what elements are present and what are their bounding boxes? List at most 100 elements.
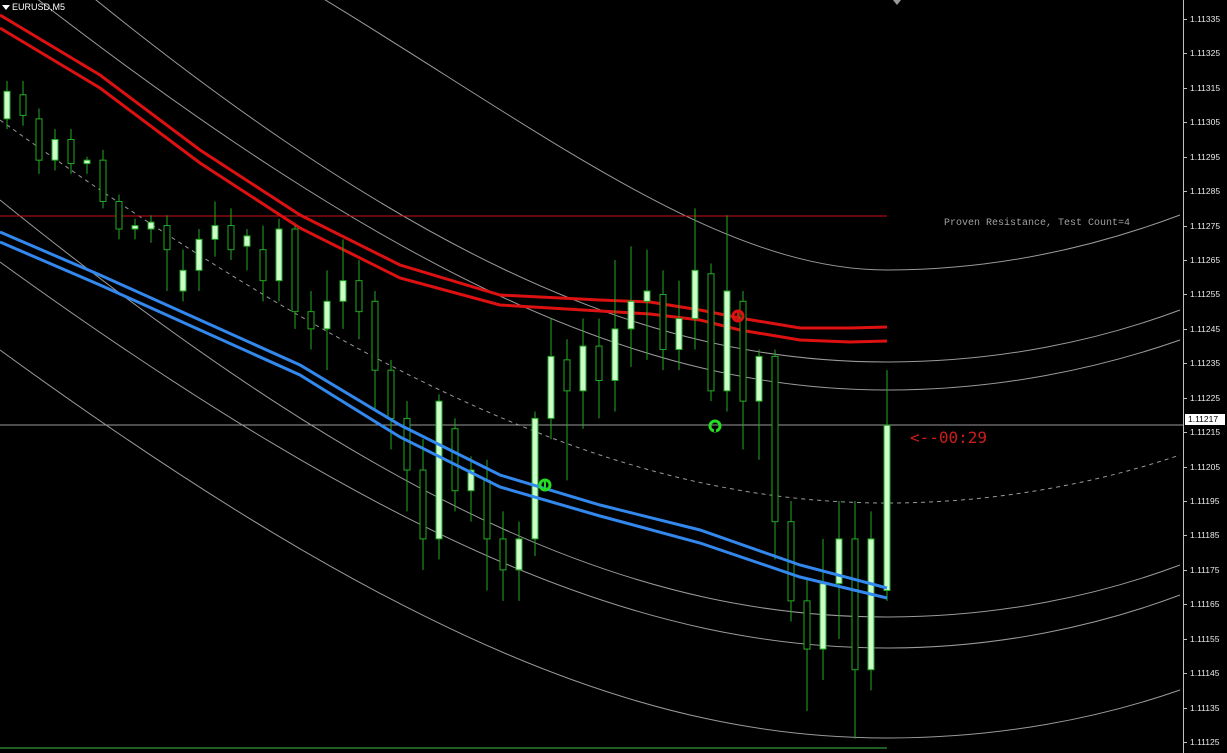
candle (35, 108, 43, 174)
candle (163, 215, 171, 291)
price-tick: 1.11195 (1184, 496, 1227, 506)
candle (291, 225, 299, 329)
channel-line-lower-3 (0, 349, 1181, 739)
candle (547, 318, 555, 440)
candle (627, 246, 635, 367)
candle-body-bull (883, 424, 891, 592)
candle (675, 280, 683, 371)
candle (563, 339, 571, 481)
price-tick-label: 1.11235 (1190, 358, 1221, 369)
candle (851, 501, 859, 739)
chart-shift-marker-icon[interactable] (893, 0, 901, 5)
resistance-zone-label: Proven Resistance, Test Count=4 (944, 218, 1131, 229)
dropdown-triangle-icon[interactable] (2, 4, 10, 10)
candle (803, 580, 811, 712)
candle-body-bear (451, 428, 459, 492)
candle-body-bear (403, 417, 411, 471)
candle (659, 270, 667, 371)
candle (643, 249, 651, 360)
blue-moving-average-band (0, 230, 888, 600)
candle (819, 538, 827, 681)
price-tick-label: 1.11195 (1190, 496, 1220, 507)
candle-body-bear (291, 228, 299, 313)
channel-line-upper-3 (324, 0, 1181, 271)
price-tick: 1.11325 (1184, 48, 1227, 58)
candle (387, 359, 395, 450)
candle-body-bull (515, 538, 523, 571)
current-price-label: 1.11217 (1185, 414, 1225, 426)
candle (3, 80, 11, 130)
candle (611, 260, 619, 412)
buy-signal-icon (538, 478, 552, 492)
price-tick-label: 1.11335 (1190, 14, 1221, 24)
candle (275, 218, 283, 302)
candle-body-bear (371, 300, 379, 371)
candle-body-bull (83, 159, 91, 165)
price-tick: 1.11175 (1184, 565, 1227, 575)
candle-body-bear (483, 479, 491, 540)
candle-body-bull (819, 583, 827, 650)
price-tick: 1.11135 (1184, 703, 1227, 713)
candle-body-bear (35, 118, 43, 161)
price-tick-label: 1.11125 (1190, 737, 1220, 748)
candle (531, 411, 539, 557)
price-tick-label: 1.11255 (1190, 289, 1221, 300)
candle (259, 225, 267, 302)
candle (515, 521, 523, 601)
price-tick: 1.11305 (1184, 117, 1227, 127)
price-tick: 1.11315 (1184, 83, 1227, 93)
candle (691, 208, 699, 350)
candle (435, 394, 443, 560)
candle (883, 370, 891, 601)
candle (195, 229, 203, 291)
red-moving-average-band (0, 13, 888, 344)
candle (419, 439, 427, 570)
price-tick: 1.11185 (1184, 530, 1227, 540)
candle (355, 260, 363, 340)
candle (467, 456, 475, 522)
candle-body-bull (467, 469, 475, 492)
candle-body-bull (675, 318, 683, 351)
channel-line-lower-1 (0, 199, 1181, 618)
price-tick: 1.11155 (1184, 634, 1227, 644)
candle (51, 129, 59, 171)
red-ma-upper (0, 13, 888, 330)
candle-body-bull (195, 238, 203, 271)
candle-body-bull (723, 290, 731, 392)
price-tick-label: 1.11135 (1190, 702, 1220, 713)
price-tick: 1.11245 (1184, 324, 1227, 334)
candle-body-bear (227, 225, 235, 251)
candle-body-bull (323, 300, 331, 330)
candle (67, 129, 75, 174)
price-tick-label: 1.11145 (1190, 668, 1220, 679)
price-tick-label: 1.11245 (1190, 323, 1221, 334)
candle-body-bull (51, 139, 59, 161)
candle (131, 218, 139, 240)
candle (595, 318, 603, 419)
candle-body-bear (99, 159, 107, 202)
buy-signal-icon (708, 419, 722, 433)
price-axis[interactable]: 1.11125 1.11135 1.11145 1.11155 1.11165 1.111… (1183, 0, 1227, 753)
candle (179, 249, 187, 302)
candle-body-bear (803, 600, 811, 650)
candle-body-bear (707, 273, 715, 392)
candle-body-bear (19, 94, 27, 116)
candle (579, 318, 587, 429)
price-tick-label: 1.11315 (1190, 82, 1221, 93)
blue-ma-upper (0, 230, 888, 590)
candle (307, 290, 315, 350)
candle-body-bear (851, 538, 859, 671)
candle-body-bear (67, 139, 75, 165)
candle-body-bear (259, 249, 267, 282)
candle (867, 511, 875, 691)
candle-body-bull (547, 355, 555, 419)
candle (99, 149, 107, 209)
candle-body-bull (611, 328, 619, 382)
price-tick-label: 1.11175 (1190, 564, 1220, 575)
candle-body-bear (771, 355, 779, 523)
price-tick: 1.11235 (1184, 358, 1227, 368)
candle-body-bull (3, 90, 11, 120)
candle-body-bull (627, 300, 635, 330)
price-tick: 1.11215 (1184, 427, 1227, 437)
